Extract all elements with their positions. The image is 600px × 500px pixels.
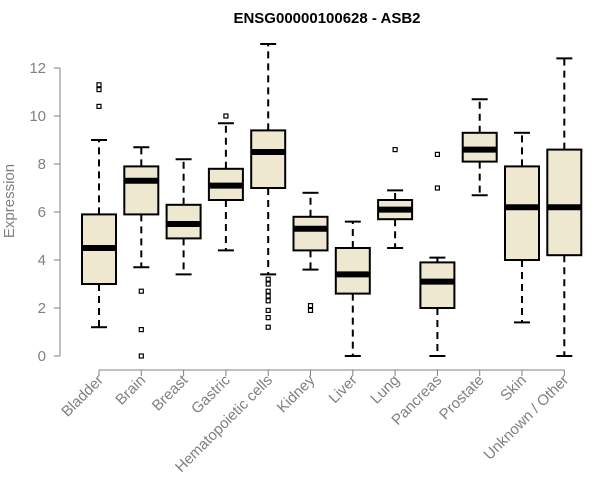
- outlier-point: [265, 315, 271, 321]
- x-category-label: Brain: [112, 372, 149, 409]
- outlier-point: [138, 288, 144, 294]
- y-tick-label: 2: [38, 300, 46, 317]
- y-tick-label: 10: [29, 108, 46, 125]
- box-brain: [123, 146, 160, 359]
- box-liver: [334, 220, 371, 357]
- box-pancreas: [419, 151, 456, 357]
- box-bladder: [81, 82, 117, 329]
- outlier-point: [96, 86, 102, 93]
- box-breast: [165, 158, 202, 276]
- outlier-point: [138, 327, 144, 333]
- outlier-point: [265, 293, 271, 299]
- outlier-point: [392, 147, 398, 153]
- outlier-point: [265, 276, 271, 282]
- outlier-point: [96, 103, 102, 110]
- outlier-point: [96, 82, 102, 88]
- box-unknown-other: [546, 57, 583, 357]
- iqr-box: [504, 165, 540, 261]
- box-prostate: [461, 98, 498, 197]
- outlier-point: [434, 185, 440, 191]
- box-hematopoietic-cells: [250, 43, 287, 330]
- outlier-point: [307, 303, 314, 309]
- outlier-point: [265, 281, 271, 287]
- box-skin: [504, 131, 540, 324]
- outlier-point: [265, 298, 271, 304]
- iqr-box: [292, 215, 329, 252]
- outlier-point: [434, 151, 440, 157]
- y-tick-label: 4: [38, 252, 46, 269]
- x-category-label: Liver: [326, 372, 361, 407]
- outlier-point: [223, 113, 229, 119]
- chart-title: ENSG00000100628 - ASB2: [233, 10, 420, 27]
- x-category-label: Bladder: [58, 372, 107, 421]
- box-kidney: [292, 191, 329, 313]
- outlier-point: [265, 288, 271, 294]
- boxes: [81, 43, 583, 359]
- x-category-label: Breast: [149, 371, 192, 414]
- x-category-label: Kidney: [274, 371, 319, 416]
- iqr-box: [334, 247, 371, 295]
- iqr-box: [250, 129, 287, 189]
- box-lung: [377, 147, 414, 249]
- x-category-label: Prostate: [436, 372, 488, 424]
- iqr-box: [546, 148, 583, 257]
- iqr-box: [123, 165, 160, 216]
- y-tick-label: 8: [38, 156, 46, 173]
- y-axis-title: Expression: [1, 164, 18, 238]
- outlier-point: [265, 324, 271, 330]
- outlier-point: [138, 353, 144, 359]
- iqr-box: [419, 261, 456, 309]
- box-gastric: [207, 113, 244, 252]
- x-category-label: Lung: [367, 372, 403, 408]
- y-tick-label: 6: [38, 204, 46, 221]
- y-tick-label: 12: [29, 60, 46, 77]
- outlier-point: [265, 307, 271, 313]
- outlier-point: [307, 307, 314, 313]
- x-category-label: Skin: [497, 372, 530, 405]
- y-tick-label: 0: [38, 348, 46, 365]
